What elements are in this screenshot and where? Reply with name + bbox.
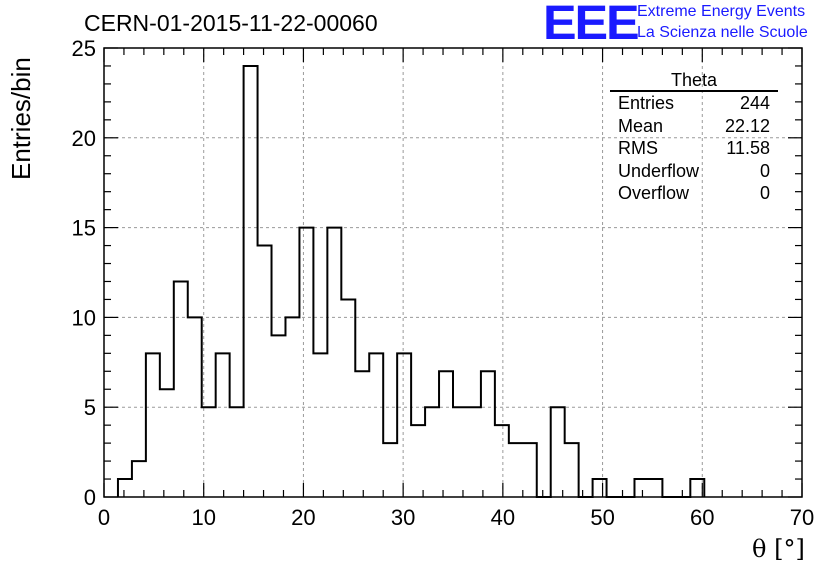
histogram-bin-25 xyxy=(467,407,481,497)
x-tick-label-5: 50 xyxy=(590,505,614,530)
stats-row-entries: Entries 244 xyxy=(610,92,778,115)
stats-value: 22.12 xyxy=(724,115,770,136)
histogram-bin-14 xyxy=(313,353,327,497)
histogram-bin-9 xyxy=(244,66,258,497)
chart-title: CERN-01-2015-11-22-00060 xyxy=(84,10,378,36)
y-tick-label-3: 15 xyxy=(72,216,96,241)
histogram-bin-29 xyxy=(523,443,537,497)
histogram-bin-13 xyxy=(299,228,313,497)
histogram-bin-0 xyxy=(118,479,132,497)
histogram-bin-34 xyxy=(593,479,607,497)
x-tick-label-2: 20 xyxy=(291,505,315,530)
histogram-bin-12 xyxy=(285,317,299,497)
histogram-bin-26 xyxy=(481,371,495,497)
stats-title: Theta xyxy=(610,70,778,92)
stats-value: 244 xyxy=(739,93,770,113)
histogram-outline xyxy=(116,64,706,498)
logo-line-1: Extreme Energy Events xyxy=(637,3,806,20)
histogram-bin-21 xyxy=(411,425,425,497)
stats-value: 0 xyxy=(759,160,770,181)
histogram-bin-18 xyxy=(369,353,383,497)
stats-row-rms: RMS 11.58 xyxy=(610,137,778,160)
histogram-bin-3 xyxy=(160,389,174,497)
histogram-bin-20 xyxy=(397,353,411,497)
histogram-bin-7 xyxy=(216,353,230,497)
y-tick-label-0: 0 xyxy=(84,485,96,510)
x-tick-label-6: 60 xyxy=(690,505,714,530)
x-axis-label: θ [°] xyxy=(752,535,805,563)
stats-row-underflow: Underflow 0 xyxy=(610,160,778,183)
tick-labels: 0 10 20 30 40 50 60 70 0 5 10 15 20 25 xyxy=(72,36,815,530)
stats-value: 0 xyxy=(759,183,770,203)
stats-label: Overflow xyxy=(618,183,690,203)
axes xyxy=(103,47,803,498)
logo-line-2: La Scienza nelle Scuole xyxy=(637,24,808,41)
y-axis-label: Entries/bin xyxy=(6,57,36,180)
histogram-bin-19 xyxy=(383,443,397,497)
stats-row-mean: Mean 22.12 xyxy=(610,115,778,138)
histogram-bin-38 xyxy=(648,479,662,497)
histogram-bin-15 xyxy=(327,228,341,497)
x-tick-label-3: 30 xyxy=(391,505,415,530)
y-tick-label-4: 20 xyxy=(72,126,96,151)
histogram-bin-32 xyxy=(565,443,579,497)
x-tick-label-7: 70 xyxy=(790,505,814,530)
stats-value: 11.58 xyxy=(726,138,770,158)
histogram-bin-11 xyxy=(272,335,286,497)
histogram-bin-24 xyxy=(453,407,467,497)
histogram-bin-22 xyxy=(425,407,439,497)
eee-logo: EEE xyxy=(543,0,640,50)
histogram-bin-10 xyxy=(258,246,272,497)
histogram-bin-31 xyxy=(551,407,565,497)
histogram-bin-5 xyxy=(188,317,202,497)
x-tick-label-0: 0 xyxy=(98,505,110,530)
stats-label: Mean xyxy=(618,115,664,136)
histogram-bin-2 xyxy=(146,353,160,497)
stats-box: Theta Entries 244 Mean 22.12 RMS 11.58 U… xyxy=(610,70,778,205)
histogram-bin-16 xyxy=(341,299,355,497)
histogram-bin-8 xyxy=(230,407,244,497)
stats-label: Entries xyxy=(618,93,675,113)
x-tick-label-1: 10 xyxy=(191,505,215,530)
histogram-bin-28 xyxy=(509,443,523,497)
histogram-bin-17 xyxy=(355,371,369,497)
y-tick-label-5: 25 xyxy=(72,36,96,61)
stats-row-overflow: Overflow 0 xyxy=(610,182,778,205)
histogram-series xyxy=(116,64,706,498)
histogram-bin-23 xyxy=(439,371,453,497)
x-tick-label-4: 40 xyxy=(491,505,515,530)
histogram-bin-4 xyxy=(174,281,188,497)
histogram-bin-37 xyxy=(634,479,648,497)
stats-label: RMS xyxy=(618,138,658,158)
stats-label: Underflow xyxy=(618,160,700,181)
y-tick-label-2: 10 xyxy=(72,305,96,330)
histogram-bin-27 xyxy=(495,425,509,497)
plot-frame xyxy=(103,47,803,498)
y-tick-label-1: 5 xyxy=(84,395,96,420)
